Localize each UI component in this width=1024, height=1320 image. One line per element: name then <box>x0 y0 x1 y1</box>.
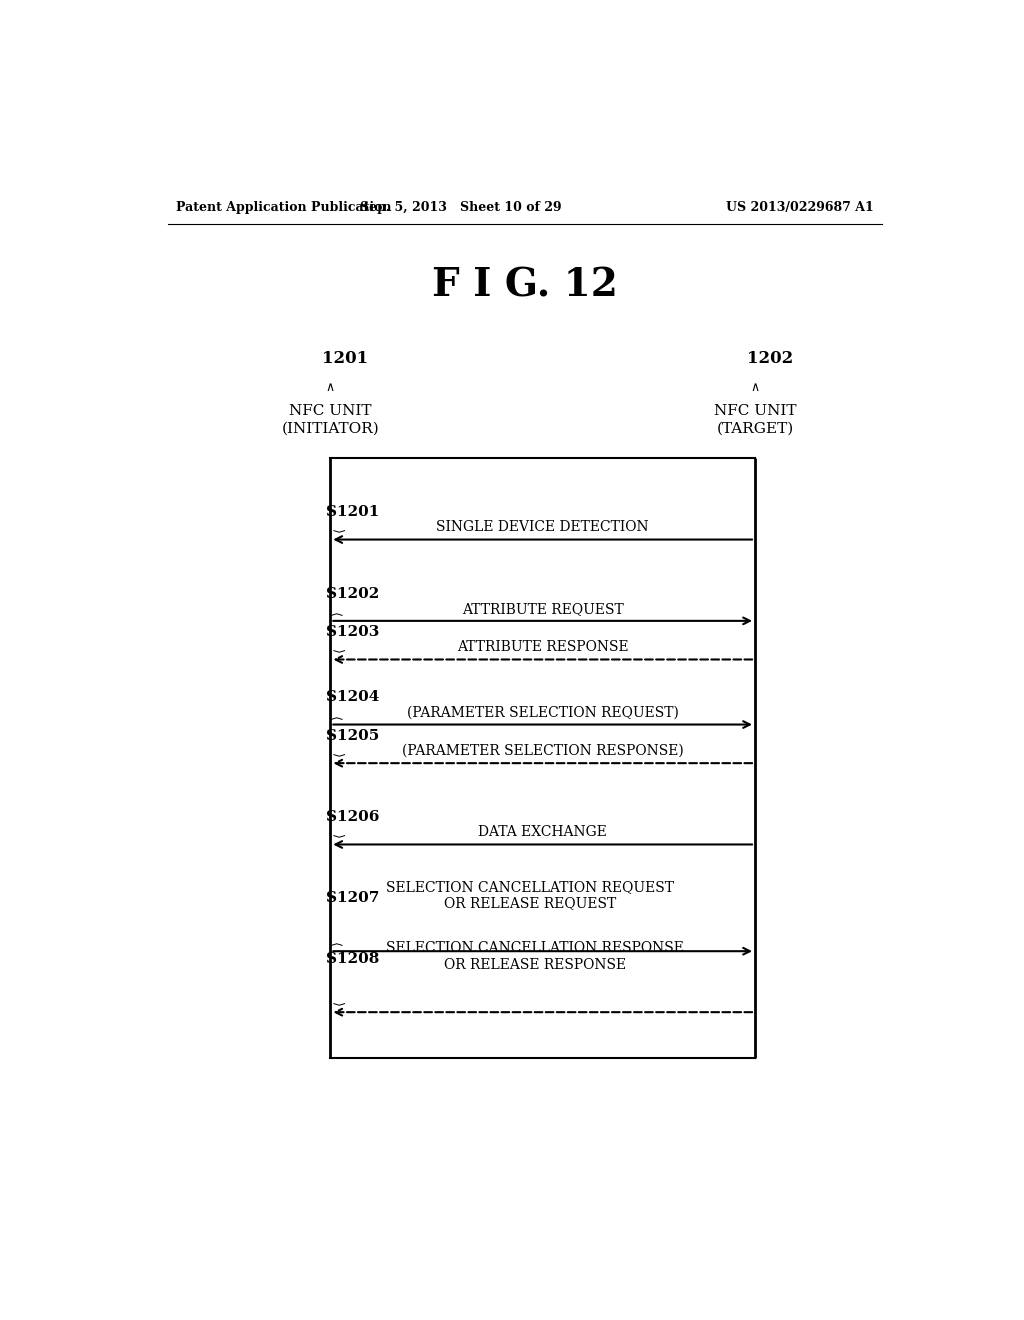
Text: 1201: 1201 <box>323 350 369 367</box>
Text: DATA EXCHANGE: DATA EXCHANGE <box>478 825 607 840</box>
Text: S1203: S1203 <box>327 626 380 639</box>
Text: S1205: S1205 <box>327 729 380 743</box>
Text: ATTRIBUTE REQUEST: ATTRIBUTE REQUEST <box>462 602 624 616</box>
Text: ⟩: ⟩ <box>330 529 343 533</box>
Text: Sep. 5, 2013   Sheet 10 of 29: Sep. 5, 2013 Sheet 10 of 29 <box>360 201 562 214</box>
Text: S1204: S1204 <box>327 690 380 704</box>
Text: S1207: S1207 <box>327 891 380 906</box>
Text: NFC UNIT
(TARGET): NFC UNIT (TARGET) <box>714 404 797 436</box>
Text: S1206: S1206 <box>327 810 380 824</box>
Text: (PARAMETER SELECTION RESPONSE): (PARAMETER SELECTION RESPONSE) <box>401 744 684 758</box>
Text: ∧: ∧ <box>751 380 760 393</box>
Text: NFC UNIT
(INITIATOR): NFC UNIT (INITIATOR) <box>282 404 379 436</box>
Text: SELECTION CANCELLATION REQUEST
OR RELEASE REQUEST: SELECTION CANCELLATION REQUEST OR RELEAS… <box>386 880 674 911</box>
Text: ⟩: ⟩ <box>330 941 343 945</box>
Text: S1202: S1202 <box>327 586 380 601</box>
Text: S1208: S1208 <box>327 953 380 966</box>
Text: ∧: ∧ <box>326 380 335 393</box>
Text: ⟩: ⟩ <box>330 649 343 653</box>
Text: ⟩: ⟩ <box>330 1002 343 1006</box>
Text: (PARAMETER SELECTION REQUEST): (PARAMETER SELECTION REQUEST) <box>407 705 679 719</box>
Text: F I G. 12: F I G. 12 <box>432 267 617 305</box>
Text: ⟩: ⟩ <box>330 834 343 838</box>
Text: ⟩: ⟩ <box>330 610 343 615</box>
Text: S1201: S1201 <box>327 506 380 519</box>
Text: SELECTION CANCELLATION RESPONSE
OR RELEASE RESPONSE: SELECTION CANCELLATION RESPONSE OR RELEA… <box>386 941 684 972</box>
Text: 1202: 1202 <box>748 350 794 367</box>
Text: SINGLE DEVICE DETECTION: SINGLE DEVICE DETECTION <box>436 520 649 535</box>
Text: ⟩: ⟩ <box>330 752 343 758</box>
Text: ⟩: ⟩ <box>330 714 343 719</box>
Text: US 2013/0229687 A1: US 2013/0229687 A1 <box>726 201 873 214</box>
Text: ATTRIBUTE RESPONSE: ATTRIBUTE RESPONSE <box>457 640 629 655</box>
Text: Patent Application Publication: Patent Application Publication <box>176 201 391 214</box>
